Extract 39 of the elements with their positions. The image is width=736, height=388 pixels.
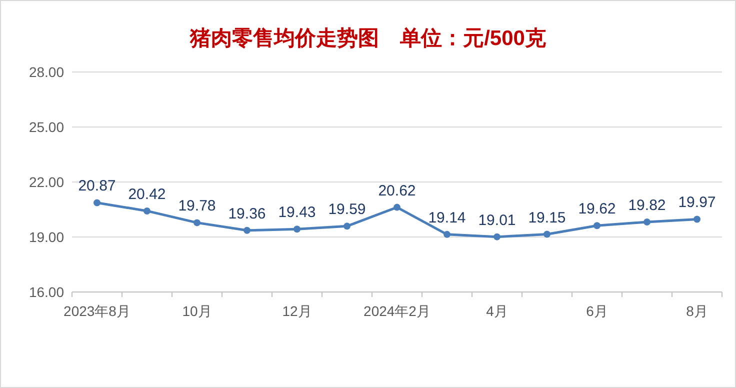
point [444,230,450,238]
data-label: 20.62 [378,182,416,200]
x-tick-label: 6月 [586,303,608,319]
x-tick-label: 12月 [282,303,312,319]
x-tick-label: 10月 [182,303,212,319]
point [694,216,700,223]
point [394,204,400,211]
point [144,207,150,214]
data-label: 19.43 [278,204,316,222]
data-label: 19.78 [178,198,216,215]
data-label: 19.14 [428,209,466,226]
x-tick-label: 2023年8月 [64,303,130,319]
point [544,230,550,238]
data-label: 19.82 [628,196,666,214]
point [94,199,100,206]
data-label: 19.36 [228,205,266,222]
data-label: 20.42 [128,186,166,203]
data-label: 19.97 [678,194,716,212]
point [644,218,650,226]
point [294,226,300,233]
x-tick-label: 4月 [486,303,508,319]
chart-title: 猪肉零售均价走势图 单位：元/500克 [189,27,546,50]
point [244,226,250,234]
point [494,233,500,240]
data-label: 20.87 [78,178,116,195]
y-tick-label: 19.00 [28,229,64,245]
x-tick-label: 2024年2月 [364,303,430,319]
y-tick-label: 25.00 [28,119,64,135]
y-tick-label: 22.00 [28,174,64,190]
y-tick-label: 28.00 [28,64,64,80]
point [594,222,600,230]
data-label: 19.01 [478,212,516,229]
data-label: 19.62 [578,200,616,218]
data-label: 19.59 [328,201,366,218]
x-tick-label: 8月 [686,303,708,319]
data-label: 19.15 [528,209,566,226]
point [344,222,350,230]
y-tick-label: 16.00 [28,284,64,300]
point [194,219,200,226]
